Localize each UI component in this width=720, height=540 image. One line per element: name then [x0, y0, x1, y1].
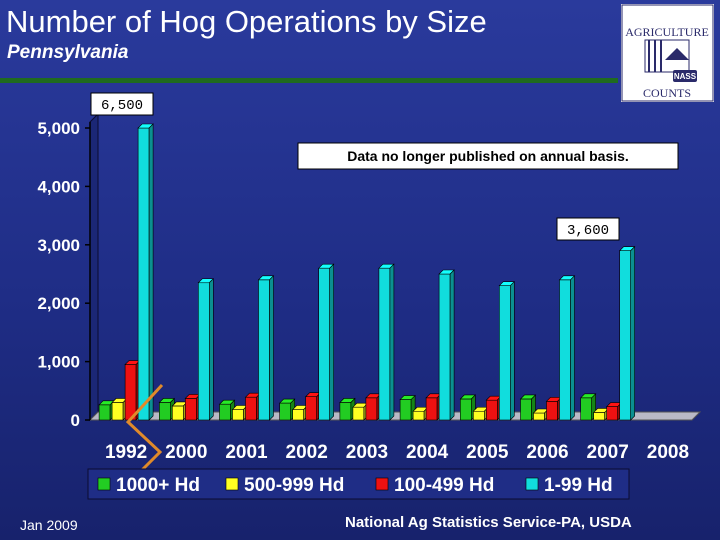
header-divider: [0, 78, 618, 83]
logo-text-top: AGRICULTURE: [625, 25, 709, 39]
x-tick-label: 1992: [105, 442, 147, 463]
agriculture-counts-logo: AGRICULTURE NASS COUNTS: [621, 4, 714, 102]
callout-label: 3,600: [567, 223, 609, 239]
bar-side: [510, 280, 515, 421]
bar: [159, 402, 171, 421]
legend-label: 500-999 Hd: [244, 475, 344, 496]
y-tick-label: 2,000: [37, 294, 80, 313]
bar: [425, 397, 438, 421]
footer-date: Jan 2009: [20, 517, 78, 533]
footer-source: National Ag Statistics Service-PA, USDA: [345, 514, 632, 531]
bar: [559, 279, 571, 421]
bar: [279, 402, 292, 421]
bar: [292, 409, 305, 421]
x-tick-label: 2005: [466, 442, 509, 463]
page-subtitle: Pennsylvania: [7, 42, 129, 63]
x-tick-label: 2002: [286, 442, 328, 463]
bar: [459, 398, 472, 421]
page-title: Number of Hog Operations by Size: [6, 4, 487, 39]
bar: [137, 127, 150, 421]
bar-side: [570, 275, 575, 421]
bar: [472, 410, 485, 421]
callout-label: 6,500: [101, 98, 143, 114]
legend-swatch: [97, 477, 111, 491]
bar: [498, 285, 511, 421]
legend-label: 100-499 Hd: [394, 475, 494, 496]
logo-badge: NASS: [674, 72, 697, 81]
bar: [533, 412, 545, 421]
legend-swatch: [375, 477, 389, 491]
bar: [339, 402, 352, 421]
bar-side: [630, 245, 635, 421]
bar: [580, 397, 593, 421]
bar-side: [449, 269, 455, 421]
y-tick-label: 5,000: [37, 119, 80, 138]
bar: [378, 267, 391, 421]
bar: [198, 282, 210, 421]
bar: [546, 401, 558, 421]
x-tick-label: 2008: [647, 442, 689, 463]
bar: [619, 250, 632, 421]
x-tick-label: 2001: [225, 442, 268, 463]
bar: [593, 412, 606, 421]
note-box: [297, 142, 679, 170]
x-tick-label: 2007: [587, 442, 629, 463]
callout-box: [556, 217, 620, 241]
bar: [485, 399, 498, 421]
x-tick-label: 2004: [406, 442, 449, 463]
bar-side: [269, 275, 274, 421]
bar: [258, 279, 270, 421]
bar: [245, 396, 257, 421]
bar: [98, 404, 111, 421]
bar: [365, 397, 378, 421]
bar: [399, 399, 412, 421]
callout-box: [90, 92, 154, 116]
x-tick-label: 2000: [165, 442, 207, 463]
legend-label: 1000+ Hd: [116, 475, 200, 496]
logo-text-bottom: COUNTS: [643, 86, 691, 100]
legend-box: [87, 468, 630, 500]
bar: [520, 398, 532, 421]
plot-side-wall: [89, 112, 99, 422]
bar: [185, 398, 197, 421]
bar-side: [329, 263, 334, 421]
y-tick-label: 0: [71, 411, 80, 430]
bar: [172, 405, 184, 421]
y-tick-label: 3,000: [37, 236, 80, 255]
bar-side: [148, 123, 154, 421]
bar: [318, 267, 331, 421]
x-tick-label: 2006: [526, 442, 568, 463]
y-tick-label: 1,000: [37, 353, 80, 372]
legend-label: 1-99 Hd: [544, 475, 613, 496]
bar: [412, 410, 425, 421]
bar: [124, 364, 137, 421]
legend-swatch: [525, 477, 539, 491]
bar: [111, 402, 124, 421]
bar-side: [209, 278, 214, 421]
y-tick-label: 4,000: [37, 177, 80, 196]
x-tick-label: 2003: [346, 442, 388, 463]
bar: [305, 396, 318, 421]
bar: [606, 406, 619, 421]
axis-break-mark: [125, 383, 164, 480]
bar: [232, 409, 244, 421]
bar: [219, 403, 231, 421]
bar: [438, 273, 451, 421]
legend-swatch: [225, 477, 239, 491]
bar-side: [389, 263, 395, 421]
note-label: Data no longer published on annual basis…: [347, 148, 629, 164]
bar: [352, 406, 365, 421]
